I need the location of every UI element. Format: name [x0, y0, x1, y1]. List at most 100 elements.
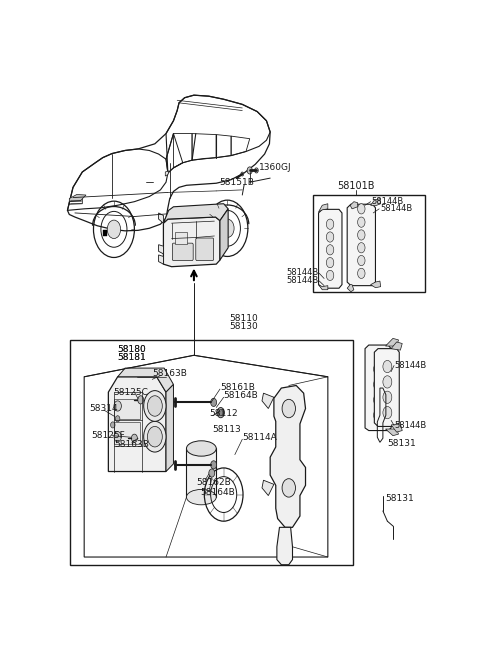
Polygon shape: [262, 480, 274, 495]
Circle shape: [383, 376, 392, 388]
Polygon shape: [391, 342, 402, 350]
Polygon shape: [108, 377, 166, 471]
Polygon shape: [347, 285, 354, 292]
Polygon shape: [391, 424, 402, 432]
Circle shape: [326, 257, 334, 268]
Polygon shape: [118, 368, 173, 392]
Text: 58144B: 58144B: [371, 197, 403, 206]
Polygon shape: [158, 213, 163, 223]
Polygon shape: [385, 338, 398, 346]
Polygon shape: [158, 245, 163, 254]
Polygon shape: [277, 527, 292, 565]
Text: 58144B: 58144B: [395, 361, 427, 370]
Text: 58144B: 58144B: [286, 276, 319, 285]
FancyBboxPatch shape: [196, 238, 214, 261]
Circle shape: [282, 399, 296, 418]
FancyBboxPatch shape: [175, 232, 187, 244]
Text: 1360GJ: 1360GJ: [259, 164, 292, 172]
Polygon shape: [319, 209, 342, 288]
Polygon shape: [163, 217, 220, 267]
Polygon shape: [374, 348, 399, 426]
Text: 58112: 58112: [209, 409, 238, 418]
Circle shape: [147, 426, 162, 447]
Circle shape: [358, 217, 365, 227]
Polygon shape: [186, 448, 216, 497]
Circle shape: [358, 203, 365, 214]
Circle shape: [326, 245, 334, 255]
Circle shape: [147, 396, 162, 416]
Circle shape: [144, 390, 166, 422]
Circle shape: [241, 172, 244, 176]
Circle shape: [211, 461, 216, 469]
Text: 58163B: 58163B: [152, 368, 187, 378]
Text: 58164B: 58164B: [224, 391, 258, 400]
Text: 58125F: 58125F: [91, 431, 125, 440]
Circle shape: [138, 396, 144, 404]
Text: 58163B: 58163B: [114, 440, 149, 450]
Polygon shape: [319, 285, 328, 290]
Circle shape: [132, 434, 137, 442]
Text: 58162B: 58162B: [196, 478, 231, 487]
Polygon shape: [262, 393, 274, 408]
Polygon shape: [319, 203, 328, 212]
Circle shape: [110, 422, 115, 428]
Circle shape: [358, 268, 365, 279]
Circle shape: [221, 219, 234, 237]
Polygon shape: [350, 201, 358, 209]
Bar: [71, 340, 353, 565]
Polygon shape: [347, 204, 375, 286]
Text: 58314: 58314: [90, 404, 119, 413]
Text: 58113: 58113: [213, 424, 241, 434]
Circle shape: [218, 410, 223, 416]
Text: 58180: 58180: [118, 345, 146, 354]
Polygon shape: [270, 386, 305, 527]
Circle shape: [373, 363, 383, 375]
Text: 58144B: 58144B: [380, 204, 412, 213]
FancyBboxPatch shape: [114, 422, 140, 444]
Circle shape: [114, 432, 121, 442]
Polygon shape: [165, 171, 169, 176]
Circle shape: [282, 479, 296, 497]
Circle shape: [254, 168, 258, 173]
Ellipse shape: [186, 489, 216, 505]
Text: 58181: 58181: [118, 353, 146, 362]
Text: 58130: 58130: [229, 322, 258, 331]
Circle shape: [211, 398, 216, 406]
Polygon shape: [163, 203, 228, 223]
Circle shape: [358, 243, 365, 253]
Circle shape: [247, 167, 252, 174]
Circle shape: [383, 391, 392, 404]
Circle shape: [209, 469, 215, 477]
Circle shape: [373, 409, 383, 422]
Circle shape: [114, 401, 121, 411]
Circle shape: [373, 378, 383, 390]
Polygon shape: [365, 345, 391, 430]
Circle shape: [326, 232, 334, 242]
Circle shape: [373, 394, 383, 406]
Ellipse shape: [186, 441, 216, 456]
Circle shape: [358, 230, 365, 240]
Text: 58101B: 58101B: [337, 182, 374, 192]
Circle shape: [144, 422, 166, 452]
Text: 58110: 58110: [229, 314, 258, 323]
Text: 58151B: 58151B: [219, 178, 254, 187]
Circle shape: [383, 360, 392, 372]
Circle shape: [326, 270, 334, 281]
Text: 58144B: 58144B: [286, 268, 319, 277]
Circle shape: [115, 416, 120, 422]
Circle shape: [326, 219, 334, 229]
Text: 58161B: 58161B: [220, 382, 255, 392]
Text: 58131: 58131: [387, 439, 416, 448]
Bar: [313, 195, 424, 293]
Polygon shape: [371, 199, 381, 205]
Text: 58144B: 58144B: [395, 421, 427, 430]
Circle shape: [358, 255, 365, 266]
Text: 58114A: 58114A: [242, 433, 277, 442]
FancyBboxPatch shape: [172, 243, 193, 261]
Text: 58164B: 58164B: [201, 487, 235, 497]
Bar: [103, 230, 107, 236]
Polygon shape: [166, 384, 173, 471]
Text: 58181: 58181: [118, 353, 146, 362]
Circle shape: [383, 406, 392, 419]
Circle shape: [107, 220, 120, 239]
